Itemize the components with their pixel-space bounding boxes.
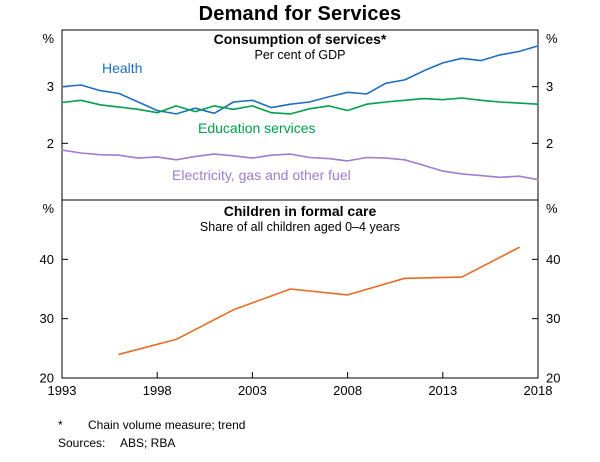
y-tick-label-right: 30 xyxy=(546,311,560,326)
y-tick-label-left: 3 xyxy=(47,79,54,94)
x-tick-label: 2018 xyxy=(524,383,553,398)
footnote-text: Chain volume measure; trend xyxy=(88,418,246,432)
chart-title: Demand for Services xyxy=(198,3,402,25)
unit-label-right: % xyxy=(546,201,558,216)
top-panel-subtitle: Per cent of GDP xyxy=(254,48,346,62)
unit-label-left: % xyxy=(42,201,54,216)
sources-value: ABS; RBA xyxy=(120,436,176,450)
series-line-health xyxy=(61,45,539,115)
bottom-panel-title: Children in formal care xyxy=(223,203,377,219)
footnote-marker: * xyxy=(58,418,63,432)
x-tick-label: 2003 xyxy=(238,383,267,398)
top-panel-title: Consumption of services* xyxy=(213,31,387,47)
y-tick-label-right: 3 xyxy=(546,79,553,94)
series-line-electricity-gas-and-other-fuel xyxy=(61,149,539,181)
sources-line: Sources: ABS; RBA xyxy=(0,436,600,452)
bottom-panel-subtitle: Share of all children aged 0–4 years xyxy=(199,220,401,234)
unit-label-left: % xyxy=(42,31,54,46)
x-tick-label: 1998 xyxy=(143,383,172,398)
y-tick-label-left: 40 xyxy=(40,252,54,267)
plot-frame xyxy=(61,29,539,379)
unit-label-right: % xyxy=(546,31,558,46)
footnote: * Chain volume measure; trend xyxy=(0,418,600,434)
series-line-children-in-formal-care xyxy=(118,246,520,356)
y-tick-label-left: 20 xyxy=(40,371,54,386)
series-label-electricity-gas-other-fuel: Electricity, gas and other fuel xyxy=(172,167,351,183)
x-tick-label: 1993 xyxy=(48,383,77,398)
series-label-health: Health xyxy=(102,60,143,76)
y-tick-label-left: 2 xyxy=(47,136,54,151)
y-tick-label-left: 30 xyxy=(40,311,54,326)
y-tick-label-right: 20 xyxy=(546,371,560,386)
sources-label: Sources: xyxy=(58,436,106,450)
x-tick-label: 2013 xyxy=(428,383,457,398)
series-label-education-services: Education services xyxy=(198,120,316,136)
series-line-education-services xyxy=(61,97,539,115)
y-tick-label-right: 2 xyxy=(546,136,553,151)
y-tick-label-right: 40 xyxy=(546,252,560,267)
x-tick-label: 2008 xyxy=(333,383,362,398)
